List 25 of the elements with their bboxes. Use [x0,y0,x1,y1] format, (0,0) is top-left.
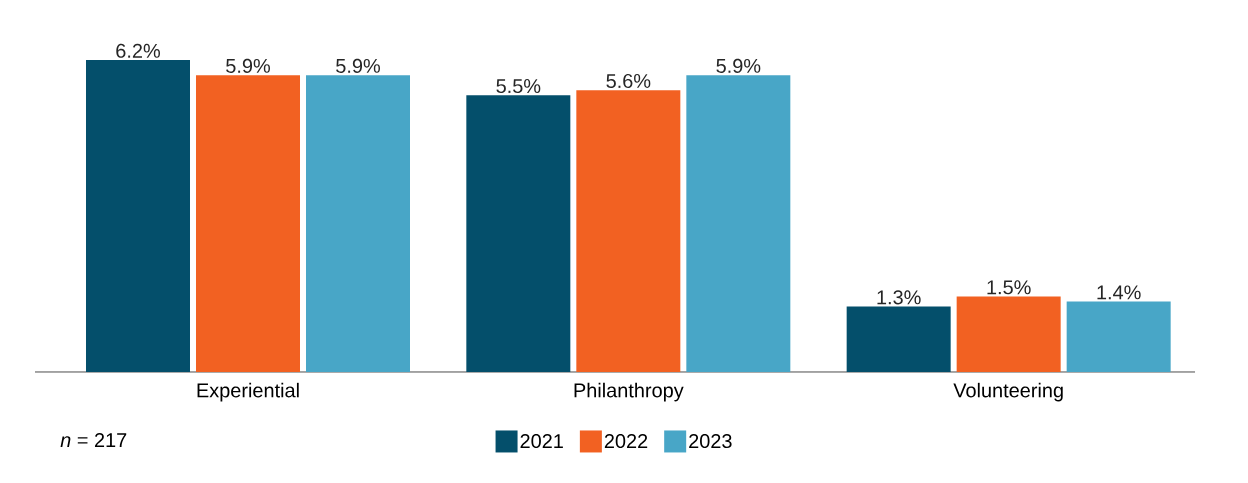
bar [956,296,1061,372]
data-label: 5.9% [716,58,761,73]
text: n = 217 [60,433,127,447]
legend-label: 2021 [520,434,563,449]
bar [576,90,681,372]
bar [86,60,190,372]
data-label: 6.2% [116,43,160,58]
x-tick-label: Experiential [197,382,299,402]
bar [306,75,410,372]
bar [846,306,951,372]
bar [1066,301,1171,372]
data-label: 5.9% [336,58,380,73]
bar [196,75,300,372]
x-tick-label: Philanthropy [574,382,684,402]
data-label: 5.6% [606,73,651,89]
data-label: 1.5% [987,280,1031,295]
legend-label: 2023 [689,434,732,449]
legend-label: 2022 [604,434,648,449]
data-label: 1.4% [1097,285,1141,300]
data-label: 5.5% [496,79,541,94]
data-label: 5.9% [226,58,270,73]
bar [686,75,791,372]
data-label: 1.3% [877,290,921,305]
bar [466,95,571,372]
x-tick-label: Volunteering [953,382,1063,402]
